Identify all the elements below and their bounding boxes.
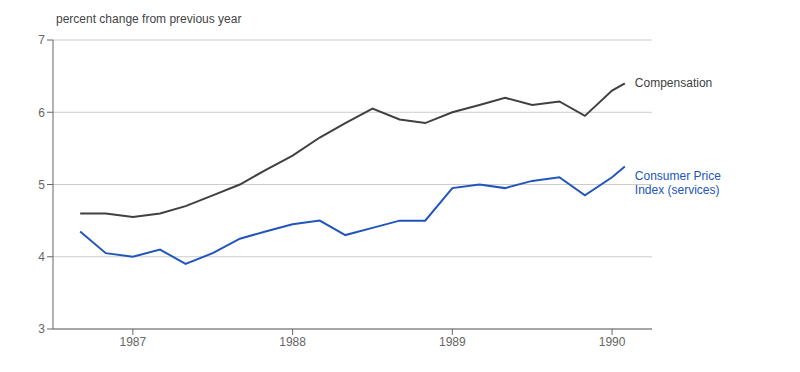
html-text:percent change from previous y: percent change from previous year bbox=[56, 12, 242, 26]
svg-text:3: 3 bbox=[38, 322, 45, 336]
svg-text:Consumer PriceIndex (services): Consumer PriceIndex (services) bbox=[635, 169, 721, 197]
svg-text:4: 4 bbox=[38, 250, 45, 264]
svg-text:Compensation: Compensation bbox=[635, 76, 712, 90]
svg-text:6: 6 bbox=[38, 106, 45, 120]
svg-text:5: 5 bbox=[38, 178, 45, 192]
svg-text:1990: 1990 bbox=[599, 335, 626, 349]
svg-text:1987: 1987 bbox=[120, 335, 147, 349]
svg-text:1989: 1989 bbox=[439, 335, 466, 349]
svg-text:7: 7 bbox=[38, 33, 45, 47]
svg-text:1988: 1988 bbox=[279, 335, 306, 349]
